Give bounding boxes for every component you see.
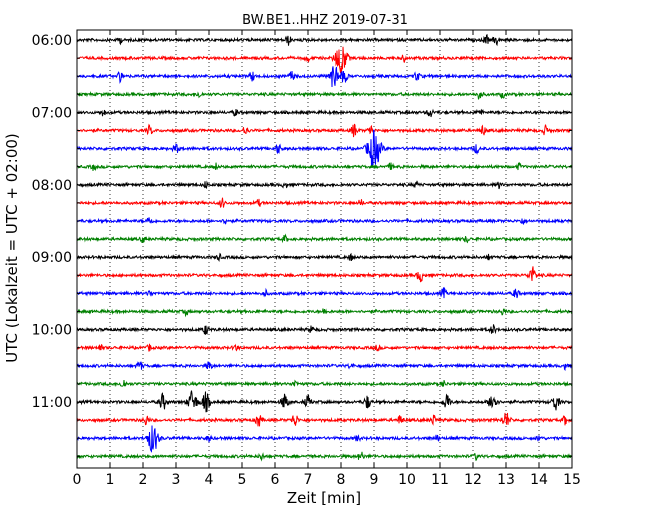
trace-1045 (76, 379, 573, 388)
trace-0630 (76, 66, 573, 88)
x-tick-label-15: 15 (563, 472, 581, 488)
trace-0800 (77, 180, 573, 190)
trace-1030 (76, 361, 573, 372)
x-tick-label-1: 1 (106, 472, 115, 488)
trace-1130 (76, 425, 573, 453)
trace-1115 (76, 412, 573, 427)
trace-0745 (76, 161, 573, 172)
trace-1100 (76, 390, 573, 413)
y-tick-label-1100: 11:00 (32, 395, 72, 411)
x-tick-label-2: 2 (139, 472, 148, 488)
y-axis-label: UTC (Lokalzeit = UTC + 02:00) (3, 133, 21, 363)
y-tick-label-0900: 09:00 (32, 250, 72, 266)
trace-0730 (76, 129, 573, 168)
trace-0815 (76, 197, 573, 208)
x-tick-label-3: 3 (172, 472, 181, 488)
y-tick-label-0700: 07:00 (32, 105, 72, 121)
x-tick-label-9: 9 (370, 472, 379, 488)
trace-0700 (76, 108, 573, 118)
seismic-traces (76, 33, 573, 462)
trace-0915 (76, 266, 573, 283)
trace-0645 (76, 90, 573, 100)
x-tick-label-13: 13 (497, 472, 515, 488)
x-axis-label: Zeit [min] (287, 489, 361, 507)
x-tick-label-5: 5 (238, 472, 247, 488)
trace-0615 (76, 46, 573, 74)
y-tick-label-0600: 06:00 (32, 33, 72, 49)
trace-0900 (76, 252, 573, 262)
trace-0845 (76, 233, 573, 244)
x-axis-ticks: 0 1 2 3 4 5 6 7 8 9 10 11 12 13 14 15 (73, 30, 581, 488)
y-axis-ticks: 06:00 07:00 08:00 09:00 10:00 11:00 (32, 33, 572, 457)
x-tick-label-7: 7 (304, 472, 313, 488)
trace-0600 (76, 33, 573, 47)
trace-1015 (76, 343, 573, 352)
trace-0930 (76, 286, 573, 299)
x-tick-label-0: 0 (73, 472, 82, 488)
trace-0715 (76, 123, 573, 138)
x-tick-label-12: 12 (464, 472, 482, 488)
trace-1145 (76, 451, 573, 462)
trace-0830 (77, 217, 573, 225)
y-tick-label-1000: 10:00 (32, 323, 72, 339)
trace-1000 (76, 324, 573, 335)
x-tick-label-6: 6 (271, 472, 280, 488)
x-tick-label-4: 4 (205, 472, 214, 488)
chart-title: BW.BE1..HHZ 2019-07-31 (242, 13, 408, 28)
x-tick-label-14: 14 (530, 472, 548, 488)
x-tick-label-8: 8 (337, 472, 346, 488)
x-tick-label-11: 11 (431, 472, 449, 488)
plot-frame (76, 29, 573, 469)
x-tick-label-10: 10 (398, 472, 416, 488)
y-tick-label-0800: 08:00 (32, 178, 72, 194)
trace-0945 (76, 308, 573, 318)
